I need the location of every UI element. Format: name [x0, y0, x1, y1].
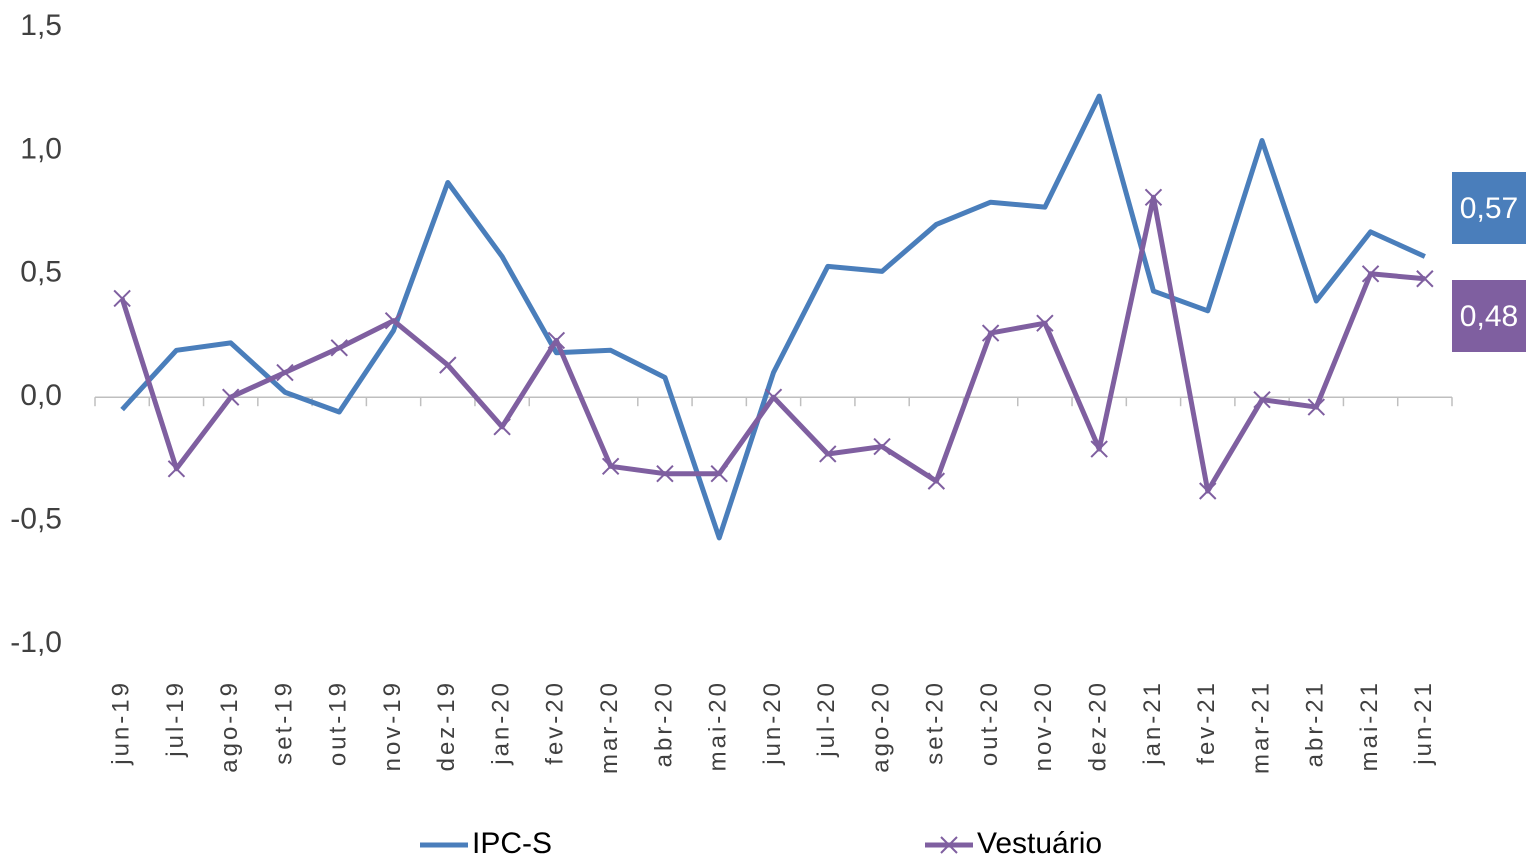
- marker: [221, 388, 240, 406]
- marker: [1361, 265, 1380, 283]
- marker: [1307, 398, 1326, 416]
- x-tick-label: mai-21: [1356, 680, 1383, 771]
- marker: [710, 465, 728, 483]
- x-tick-label: jul-19: [162, 680, 189, 758]
- x-tick-label: set-19: [270, 680, 297, 765]
- y-tick-label: -0,5: [10, 503, 62, 536]
- y-tick-label: 0,5: [20, 256, 62, 289]
- x-tick-label: jan-21: [1139, 680, 1166, 766]
- x-tick-label: mar-20: [596, 680, 623, 774]
- line: [120, 93, 1426, 541]
- x-tick-label: jun-19: [107, 680, 134, 766]
- value-label-box: [1452, 280, 1526, 352]
- x-tick-label: abr-20: [650, 680, 677, 767]
- x-tick-label: ago-19: [216, 680, 243, 773]
- marker: [1199, 482, 1217, 500]
- legend-label: Vestuário: [977, 827, 1102, 860]
- marker: [330, 339, 348, 357]
- marker: [439, 356, 457, 374]
- marker: [927, 472, 946, 490]
- x-tick-label: jun-20: [759, 680, 786, 766]
- x-tick-label: dez-20: [1085, 680, 1112, 771]
- legend-marker: [940, 836, 958, 854]
- marker: [493, 418, 511, 436]
- marker: [764, 388, 783, 406]
- x-tick-label: set-20: [922, 680, 949, 765]
- marker: [276, 363, 294, 382]
- x-tick-label: out-19: [325, 680, 352, 766]
- y-tick-label: 0,0: [20, 379, 62, 412]
- marker: [547, 331, 566, 350]
- y-tick-label: 1,0: [20, 132, 62, 165]
- y-tick-label: -1,0: [10, 626, 62, 659]
- x-tick-label: nov-20: [1030, 680, 1057, 771]
- marker: [1036, 314, 1054, 332]
- y-tick-label: 1,5: [20, 9, 62, 42]
- marker: [113, 289, 131, 308]
- x-tick-label: mai-20: [705, 680, 732, 771]
- marker: [1144, 188, 1163, 206]
- marker: [981, 324, 1000, 342]
- x-tick-label: dez-19: [433, 680, 460, 771]
- x-tick-label: jul-20: [813, 680, 840, 758]
- marker: [167, 460, 186, 478]
- legend-label: IPC-S: [472, 827, 552, 860]
- x-tick-label: mar-21: [1247, 680, 1274, 774]
- marker: [601, 457, 620, 476]
- marker: [1090, 440, 1108, 458]
- x-tick-label: fev-21: [1193, 680, 1220, 765]
- marker: [1253, 390, 1271, 409]
- marker: [819, 445, 837, 463]
- x-tick-label: ago-20: [867, 680, 894, 773]
- x-tick-label: jan-20: [487, 680, 514, 766]
- value-label: 0,57: [1460, 192, 1518, 225]
- marker: [873, 437, 891, 456]
- x-tick-label: fev-20: [542, 680, 569, 765]
- marker: [384, 311, 403, 330]
- marker: [1416, 270, 1434, 288]
- x-tick-label: out-20: [976, 680, 1003, 766]
- x-tick-label: nov-19: [379, 680, 406, 771]
- x-tick-label: abr-21: [1302, 680, 1329, 767]
- value-label-box: [1452, 172, 1526, 244]
- x-tick-label: jun-21: [1410, 680, 1437, 766]
- marker: [656, 465, 674, 483]
- value-label: 0,48: [1460, 300, 1518, 333]
